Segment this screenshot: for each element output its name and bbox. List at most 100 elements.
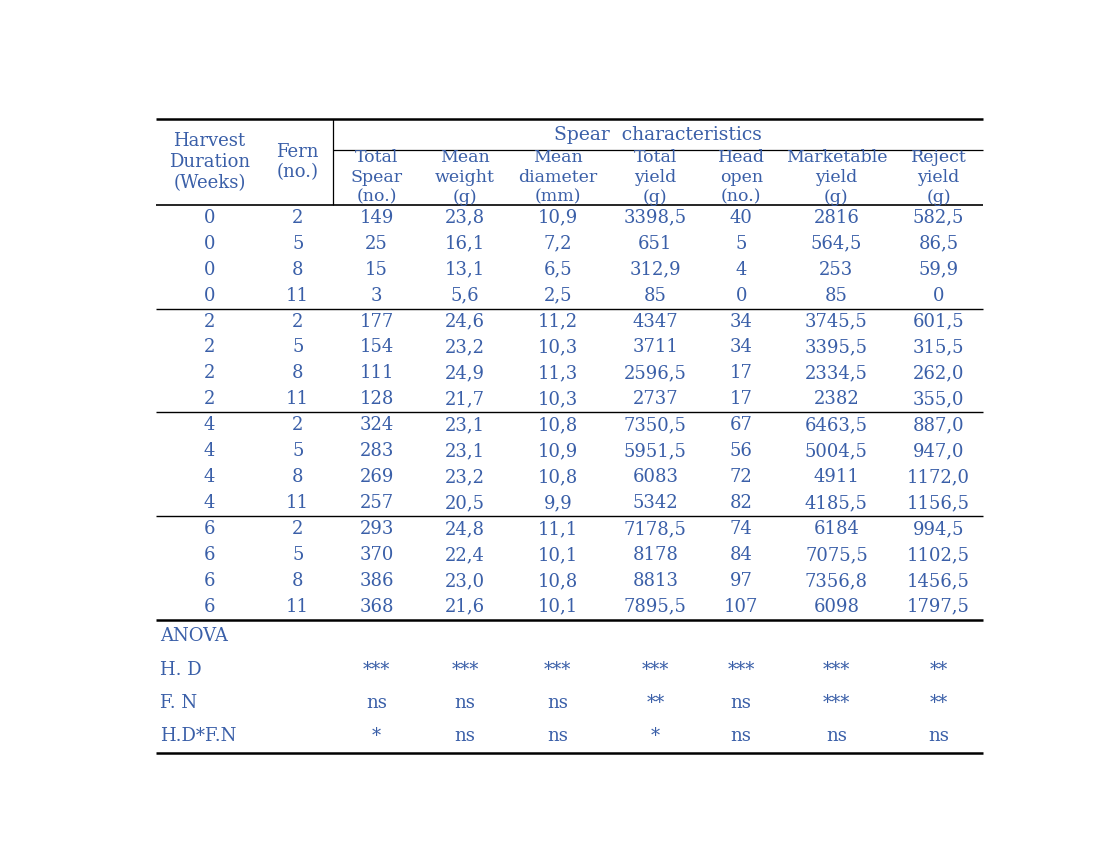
- Text: 283: 283: [360, 442, 394, 460]
- Text: 4347: 4347: [632, 313, 678, 331]
- Text: 11: 11: [287, 494, 309, 512]
- Text: 10,3: 10,3: [538, 339, 578, 357]
- Text: 564,5: 564,5: [811, 235, 862, 253]
- Text: 177: 177: [360, 313, 393, 331]
- Text: 0: 0: [203, 235, 216, 253]
- Text: ns: ns: [548, 728, 568, 746]
- Text: 7178,5: 7178,5: [624, 520, 687, 538]
- Text: 2: 2: [203, 390, 216, 409]
- Text: 11: 11: [287, 598, 309, 616]
- Text: 2334,5: 2334,5: [805, 364, 868, 382]
- Text: 8813: 8813: [632, 572, 679, 590]
- Text: Head
open
(no.): Head open (no.): [718, 149, 764, 206]
- Text: 23,8: 23,8: [444, 209, 486, 227]
- Text: 23,1: 23,1: [444, 417, 486, 434]
- Text: 4: 4: [203, 468, 216, 486]
- Text: 651: 651: [638, 235, 672, 253]
- Text: 7356,8: 7356,8: [804, 572, 868, 590]
- Text: 10,9: 10,9: [538, 442, 578, 460]
- Text: 368: 368: [360, 598, 394, 616]
- Text: 23,1: 23,1: [444, 442, 486, 460]
- Text: 6: 6: [203, 520, 216, 538]
- Text: 5,6: 5,6: [451, 286, 479, 304]
- Text: 56: 56: [730, 442, 752, 460]
- Text: ***: ***: [728, 661, 754, 679]
- Text: 5: 5: [292, 546, 303, 564]
- Text: 17: 17: [730, 390, 752, 409]
- Text: 86,5: 86,5: [919, 235, 959, 253]
- Text: Reject
yield
(g): Reject yield (g): [911, 149, 967, 206]
- Text: *: *: [651, 728, 660, 746]
- Text: 324: 324: [360, 417, 393, 434]
- Text: 24,6: 24,6: [444, 313, 484, 331]
- Text: 370: 370: [360, 546, 394, 564]
- Text: 8178: 8178: [632, 546, 678, 564]
- Text: 111: 111: [360, 364, 394, 382]
- Text: 34: 34: [730, 313, 752, 331]
- Text: 22,4: 22,4: [446, 546, 484, 564]
- Text: Mean
diameter
(mm): Mean diameter (mm): [518, 149, 598, 206]
- Text: 1172,0: 1172,0: [907, 468, 970, 486]
- Text: 21,7: 21,7: [444, 390, 484, 409]
- Text: 6098: 6098: [813, 598, 860, 616]
- Text: 17: 17: [730, 364, 752, 382]
- Text: Marketable
yield
(g): Marketable yield (g): [785, 149, 888, 206]
- Text: 6: 6: [203, 598, 216, 616]
- Text: ***: ***: [363, 661, 390, 679]
- Text: 154: 154: [360, 339, 393, 357]
- Text: 11: 11: [287, 390, 309, 409]
- Text: 74: 74: [730, 520, 752, 538]
- Text: 23,2: 23,2: [444, 468, 484, 486]
- Text: 128: 128: [360, 390, 394, 409]
- Text: 262,0: 262,0: [913, 364, 964, 382]
- Text: 7075,5: 7075,5: [805, 546, 868, 564]
- Text: 3745,5: 3745,5: [805, 313, 868, 331]
- Text: 2596,5: 2596,5: [624, 364, 687, 382]
- Text: 5951,5: 5951,5: [624, 442, 687, 460]
- Text: **: **: [930, 694, 948, 712]
- Text: F. N: F. N: [160, 694, 198, 712]
- Text: Total
yield
(g): Total yield (g): [633, 149, 677, 206]
- Text: 10,9: 10,9: [538, 209, 578, 227]
- Text: 5: 5: [292, 442, 303, 460]
- Text: 9,9: 9,9: [543, 494, 572, 512]
- Text: 386: 386: [360, 572, 394, 590]
- Text: 994,5: 994,5: [913, 520, 964, 538]
- Text: 8: 8: [292, 364, 303, 382]
- Text: 6,5: 6,5: [543, 261, 572, 279]
- Text: 4: 4: [735, 261, 747, 279]
- Text: 10,3: 10,3: [538, 390, 578, 409]
- Text: 582,5: 582,5: [913, 209, 964, 227]
- Text: 0: 0: [203, 286, 216, 304]
- Text: 59,9: 59,9: [919, 261, 959, 279]
- Text: 5: 5: [735, 235, 747, 253]
- Text: 5342: 5342: [632, 494, 678, 512]
- Text: 601,5: 601,5: [913, 313, 964, 331]
- Text: 21,6: 21,6: [444, 598, 486, 616]
- Text: 3: 3: [371, 286, 382, 304]
- Text: ns: ns: [731, 694, 752, 712]
- Text: 2: 2: [203, 364, 216, 382]
- Text: 82: 82: [730, 494, 752, 512]
- Text: 2: 2: [292, 313, 303, 331]
- Text: 84: 84: [730, 546, 752, 564]
- Text: 8: 8: [292, 468, 303, 486]
- Text: 0: 0: [933, 286, 944, 304]
- Text: 0: 0: [203, 261, 216, 279]
- Text: 15: 15: [366, 261, 388, 279]
- Text: ***: ***: [642, 661, 669, 679]
- Text: 4: 4: [203, 494, 216, 512]
- Text: 1156,5: 1156,5: [907, 494, 970, 512]
- Text: 97: 97: [730, 572, 752, 590]
- Text: 11,3: 11,3: [538, 364, 578, 382]
- Text: 3395,5: 3395,5: [804, 339, 868, 357]
- Text: 5: 5: [292, 339, 303, 357]
- Text: 1797,5: 1797,5: [907, 598, 970, 616]
- Text: 6083: 6083: [632, 468, 679, 486]
- Text: 24,8: 24,8: [444, 520, 484, 538]
- Text: H.D*F.N: H.D*F.N: [160, 728, 237, 746]
- Text: 4185,5: 4185,5: [805, 494, 868, 512]
- Text: 3398,5: 3398,5: [623, 209, 687, 227]
- Text: 23,0: 23,0: [444, 572, 486, 590]
- Text: 315,5: 315,5: [913, 339, 964, 357]
